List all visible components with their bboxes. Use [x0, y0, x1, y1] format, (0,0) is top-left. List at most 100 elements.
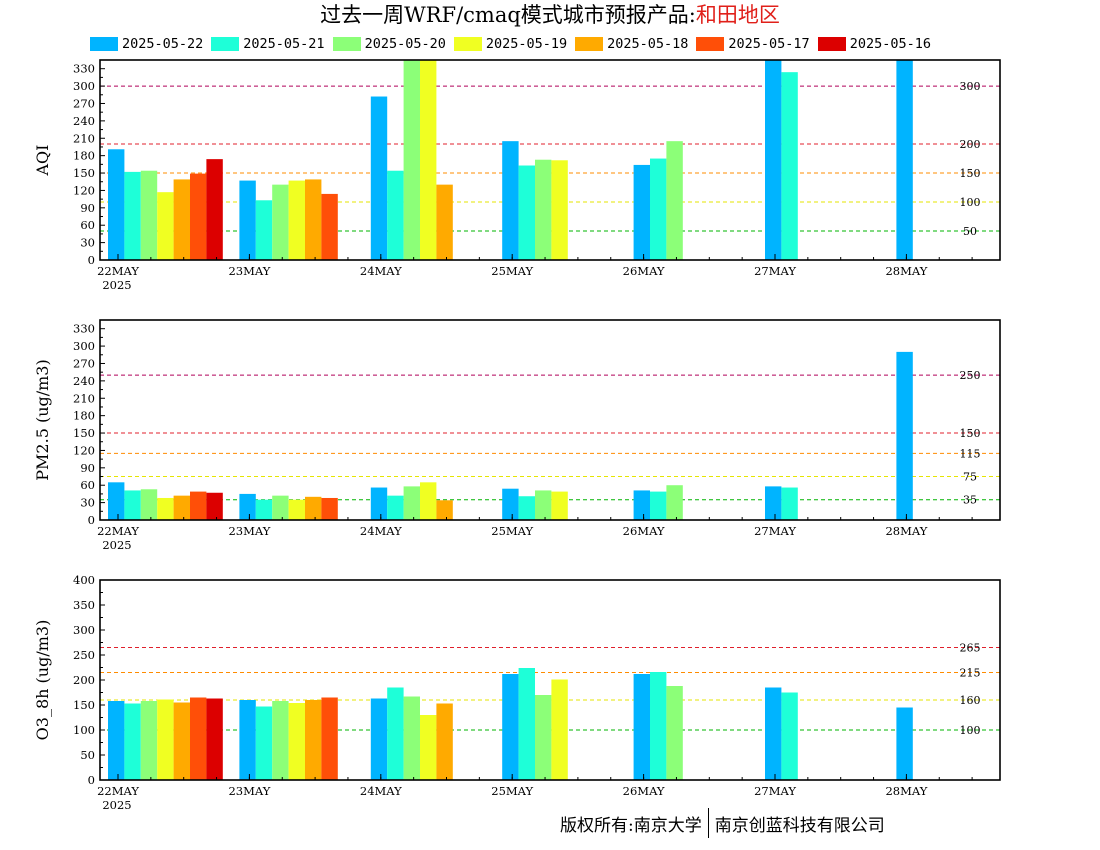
- bar-2025-05-19-24MAY: [420, 60, 437, 260]
- bar-2025-05-21-27MAY: [781, 692, 798, 780]
- bar-2025-05-22-23MAY: [239, 180, 256, 260]
- legend-item-2025-05-16: 2025-05-16: [817, 35, 931, 53]
- x-tick-label: 23MAY: [228, 264, 270, 278]
- y-tick-label: 240: [73, 374, 95, 388]
- y-axis-label: PM2.5 (ug/m3): [33, 359, 52, 480]
- bar-2025-05-19-22MAY: [157, 192, 174, 260]
- bar-2025-05-17-23MAY: [321, 497, 338, 520]
- bar-2025-05-21-27MAY: [781, 487, 798, 520]
- bar-2025-05-21-22MAY: [124, 171, 141, 260]
- x-tick-label: 24MAY: [360, 264, 402, 278]
- ref-line-label: 150: [960, 427, 981, 440]
- bar-2025-05-18-23MAY: [305, 700, 322, 780]
- x-year-label: 2025: [102, 538, 131, 552]
- bar-2025-05-20-22MAY: [140, 489, 158, 520]
- y-tick-label: 150: [73, 426, 95, 440]
- bar-2025-05-21-25MAY: [518, 496, 535, 520]
- bar-2025-05-20-25MAY: [535, 159, 552, 260]
- ref-line-label: 265: [960, 642, 981, 655]
- bar-2025-05-19-22MAY: [157, 699, 174, 780]
- bar-2025-05-20-24MAY: [403, 486, 420, 520]
- y-tick-label: 180: [73, 149, 95, 163]
- x-year-label: 2025: [102, 798, 131, 812]
- x-tick-label: 23MAY: [228, 784, 270, 798]
- x-year-label: 2025: [102, 278, 131, 292]
- x-tick-label: 22MAY: [97, 784, 139, 798]
- y-tick-label: 100: [73, 723, 95, 737]
- bar-2025-05-17-22MAY: [190, 697, 207, 780]
- y-tick-label: 0: [88, 773, 95, 787]
- ref-line-label: 160: [960, 694, 981, 707]
- x-tick-label: 22MAY: [97, 524, 139, 538]
- bar-2025-05-21-24MAY: [387, 495, 404, 520]
- legend-label: 2025-05-16: [849, 36, 931, 52]
- y-tick-label: 120: [73, 183, 95, 197]
- copyright-company: 南京创蓝科技有限公司: [714, 815, 885, 836]
- bar-2025-05-19-25MAY: [551, 679, 568, 780]
- bar-2025-05-20-22MAY: [140, 701, 158, 780]
- ref-line-label: 300: [960, 80, 981, 93]
- bar-2025-05-18-22MAY: [173, 495, 190, 520]
- ref-line-label: 150: [960, 167, 981, 180]
- x-tick-label: 26MAY: [623, 784, 665, 798]
- bar-2025-05-21-27MAY: [781, 72, 798, 260]
- ref-line-label: 215: [960, 667, 981, 680]
- ref-line-label: 250: [960, 369, 981, 382]
- bar-2025-05-22-26MAY: [633, 164, 650, 260]
- bar-2025-05-20-25MAY: [535, 490, 552, 520]
- title-main: 过去一周WRF/cmaq模式城市预报产品:: [320, 3, 696, 27]
- y-tick-label: 150: [73, 166, 95, 180]
- bar-2025-05-21-22MAY: [124, 703, 141, 780]
- y-tick-label: 330: [73, 62, 95, 76]
- bar-2025-05-22-23MAY: [239, 493, 256, 520]
- legend-label: 2025-05-22: [122, 36, 204, 52]
- y-tick-label: 30: [80, 236, 95, 250]
- y-tick-label: 240: [73, 114, 95, 128]
- bar-2025-05-22-22MAY: [108, 482, 125, 520]
- bar-2025-05-22-28MAY: [896, 707, 913, 780]
- bar-2025-05-20-24MAY: [403, 696, 420, 780]
- y-tick-label: 210: [73, 391, 95, 405]
- x-tick-label: 24MAY: [360, 784, 402, 798]
- y-tick-label: 270: [73, 356, 95, 370]
- legend-swatch: [211, 37, 240, 51]
- legend-swatch: [575, 37, 604, 51]
- y-axis-label: AQI: [33, 145, 52, 177]
- bar-2025-05-21-23MAY: [255, 200, 273, 260]
- ref-line-label: 35: [963, 494, 977, 507]
- bar-2025-05-20-25MAY: [535, 695, 552, 780]
- ref-line-label: 100: [960, 196, 981, 209]
- legend-label: 2025-05-21: [243, 36, 325, 52]
- y-tick-label: 270: [73, 96, 95, 110]
- bar-2025-05-20-23MAY: [272, 184, 289, 260]
- bar-2025-05-21-24MAY: [387, 687, 404, 780]
- y-tick-label: 300: [73, 339, 95, 353]
- bar-2025-05-18-24MAY: [436, 500, 453, 520]
- bar-2025-05-22-27MAY: [765, 486, 782, 520]
- x-tick-label: 25MAY: [491, 784, 533, 798]
- x-tick-label: 22MAY: [97, 264, 139, 278]
- legend-item-2025-05-18: 2025-05-18: [575, 35, 688, 53]
- bar-2025-05-19-23MAY: [288, 499, 305, 520]
- bar-2025-05-18-24MAY: [436, 184, 453, 260]
- legend-swatch: [332, 37, 361, 51]
- bar-2025-05-21-23MAY: [255, 499, 273, 520]
- bar-2025-05-22-25MAY: [502, 141, 519, 260]
- bar-2025-05-22-27MAY: [765, 60, 782, 260]
- x-tick-label: 25MAY: [491, 264, 533, 278]
- y-tick-label: 0: [88, 513, 95, 527]
- legend: 2025-05-22 2025-05-21 2025-05-20 2025-05-19…: [90, 35, 939, 53]
- legend-swatch: [817, 37, 846, 51]
- legend-label: 2025-05-17: [728, 36, 810, 52]
- footer-divider: [707, 808, 709, 838]
- bar-2025-05-19-23MAY: [288, 180, 305, 260]
- bar-2025-05-22-26MAY: [633, 674, 650, 780]
- bar-2025-05-21-26MAY: [650, 158, 667, 260]
- bar-2025-05-22-25MAY: [502, 674, 519, 780]
- legend-item-2025-05-22: 2025-05-22: [90, 35, 203, 53]
- legend-label: 2025-05-19: [485, 36, 568, 52]
- y-tick-label: 400: [73, 573, 95, 587]
- bar-2025-05-18-24MAY: [436, 703, 453, 780]
- bar-2025-05-19-25MAY: [551, 160, 568, 260]
- y-tick-label: 210: [73, 131, 95, 145]
